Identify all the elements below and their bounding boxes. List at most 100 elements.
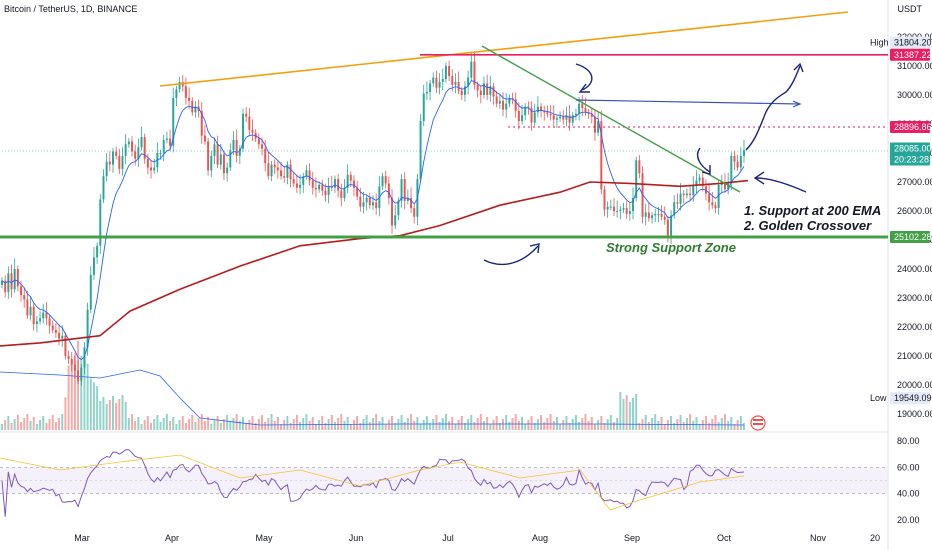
candle-body bbox=[169, 138, 172, 146]
volume-bar bbox=[647, 422, 650, 430]
candle-body bbox=[51, 325, 54, 330]
candle-body bbox=[701, 177, 704, 187]
note-line-2: 2. Golden Crossover bbox=[743, 218, 872, 233]
volume-bar bbox=[733, 424, 736, 430]
candle-body bbox=[460, 90, 463, 95]
volume-bar bbox=[127, 418, 130, 430]
candle-body bbox=[432, 77, 435, 84]
candle-body bbox=[533, 112, 536, 123]
candle-body bbox=[574, 113, 577, 116]
volume-bar bbox=[86, 363, 89, 430]
price-tick-label: 26000.00 bbox=[897, 206, 932, 216]
candle-body bbox=[673, 202, 676, 216]
candle-body bbox=[226, 167, 229, 174]
volume-bar bbox=[131, 414, 133, 430]
dotted-level-tag-box bbox=[890, 120, 930, 133]
volume-bar bbox=[118, 399, 121, 430]
volume-bar bbox=[159, 422, 162, 430]
candle-body bbox=[647, 212, 650, 219]
candle-body bbox=[283, 176, 286, 178]
volume-bar bbox=[29, 421, 32, 430]
pointer-arrow-head bbox=[753, 171, 765, 185]
candle-body bbox=[222, 154, 225, 174]
volume-bar bbox=[549, 414, 552, 430]
volume-bar bbox=[593, 424, 596, 430]
volume-bar bbox=[720, 418, 723, 430]
candle-body bbox=[295, 183, 298, 188]
candle-body bbox=[251, 129, 254, 133]
volume-bar bbox=[743, 423, 745, 430]
candle-body bbox=[280, 170, 283, 177]
volume-bar bbox=[384, 424, 387, 430]
volume-bar bbox=[7, 416, 10, 430]
candle-body bbox=[391, 197, 394, 226]
high-value-tag-box bbox=[890, 36, 930, 49]
candle-body bbox=[584, 108, 587, 113]
candle-body bbox=[663, 216, 666, 220]
volume-bar bbox=[140, 424, 143, 430]
flag-icon-stripe bbox=[753, 419, 763, 421]
candle-body bbox=[425, 92, 428, 94]
candle-body bbox=[4, 280, 7, 293]
ema-short-line bbox=[1, 80, 745, 361]
candle-body bbox=[698, 177, 701, 181]
candle-body bbox=[7, 273, 10, 293]
candle-body bbox=[463, 86, 466, 95]
candle-body bbox=[257, 138, 260, 145]
candle-body bbox=[410, 197, 413, 209]
candle-body bbox=[372, 202, 374, 206]
volume-bar bbox=[632, 398, 635, 430]
volume-bar bbox=[644, 415, 647, 430]
rsi-tick-label: 60.00 bbox=[897, 462, 920, 472]
candle-body bbox=[13, 269, 16, 290]
candle-body bbox=[739, 155, 742, 168]
candle-body bbox=[555, 118, 558, 120]
candle-body bbox=[444, 66, 447, 80]
candle-body bbox=[495, 96, 498, 104]
candle-body bbox=[48, 318, 51, 326]
candle-body bbox=[352, 180, 355, 188]
volume-bar bbox=[578, 422, 581, 430]
currency-label[interactable]: USDT bbox=[897, 4, 923, 14]
candle-body bbox=[568, 115, 571, 123]
candle-body bbox=[267, 163, 270, 177]
candle-body bbox=[536, 106, 539, 113]
volume-bar bbox=[172, 417, 175, 430]
candle-body bbox=[714, 205, 717, 209]
candle-body bbox=[308, 170, 311, 181]
time-tick-label: Sep bbox=[624, 533, 640, 543]
volume-bar bbox=[527, 420, 530, 430]
candle-body bbox=[92, 257, 95, 275]
volume-bar bbox=[35, 424, 38, 430]
volume-bar bbox=[165, 414, 168, 430]
time-tick-label: Jul bbox=[442, 533, 454, 543]
price-tick-label: 30000.00 bbox=[897, 90, 932, 100]
volume-bar bbox=[666, 420, 669, 430]
volume-bar bbox=[226, 415, 229, 430]
candle-body bbox=[628, 211, 631, 214]
volume-bar bbox=[248, 420, 251, 430]
resistance-tag: 31387.22 bbox=[894, 50, 932, 60]
volume-bar bbox=[175, 424, 178, 430]
volume-bar bbox=[660, 417, 663, 430]
volume-bar bbox=[115, 403, 118, 430]
candle-body bbox=[419, 121, 422, 180]
volume-bar bbox=[295, 415, 298, 430]
volume-bar bbox=[403, 422, 406, 430]
candle-body bbox=[340, 190, 343, 198]
volume-bar bbox=[584, 414, 587, 430]
candle-body bbox=[356, 187, 359, 197]
candle-body bbox=[622, 208, 625, 210]
time-tick-label: Nov bbox=[810, 533, 827, 543]
time-tick-label: 20 bbox=[870, 533, 880, 543]
candle-body bbox=[115, 151, 118, 156]
candle-body bbox=[470, 61, 473, 78]
volume-bar bbox=[45, 423, 48, 430]
volume-bar bbox=[10, 423, 13, 430]
volume-bar bbox=[463, 423, 466, 430]
time-tick-label: May bbox=[255, 533, 273, 543]
volume-bar bbox=[622, 399, 625, 430]
volume-bar bbox=[356, 416, 359, 430]
horizontal-ray bbox=[575, 99, 801, 105]
